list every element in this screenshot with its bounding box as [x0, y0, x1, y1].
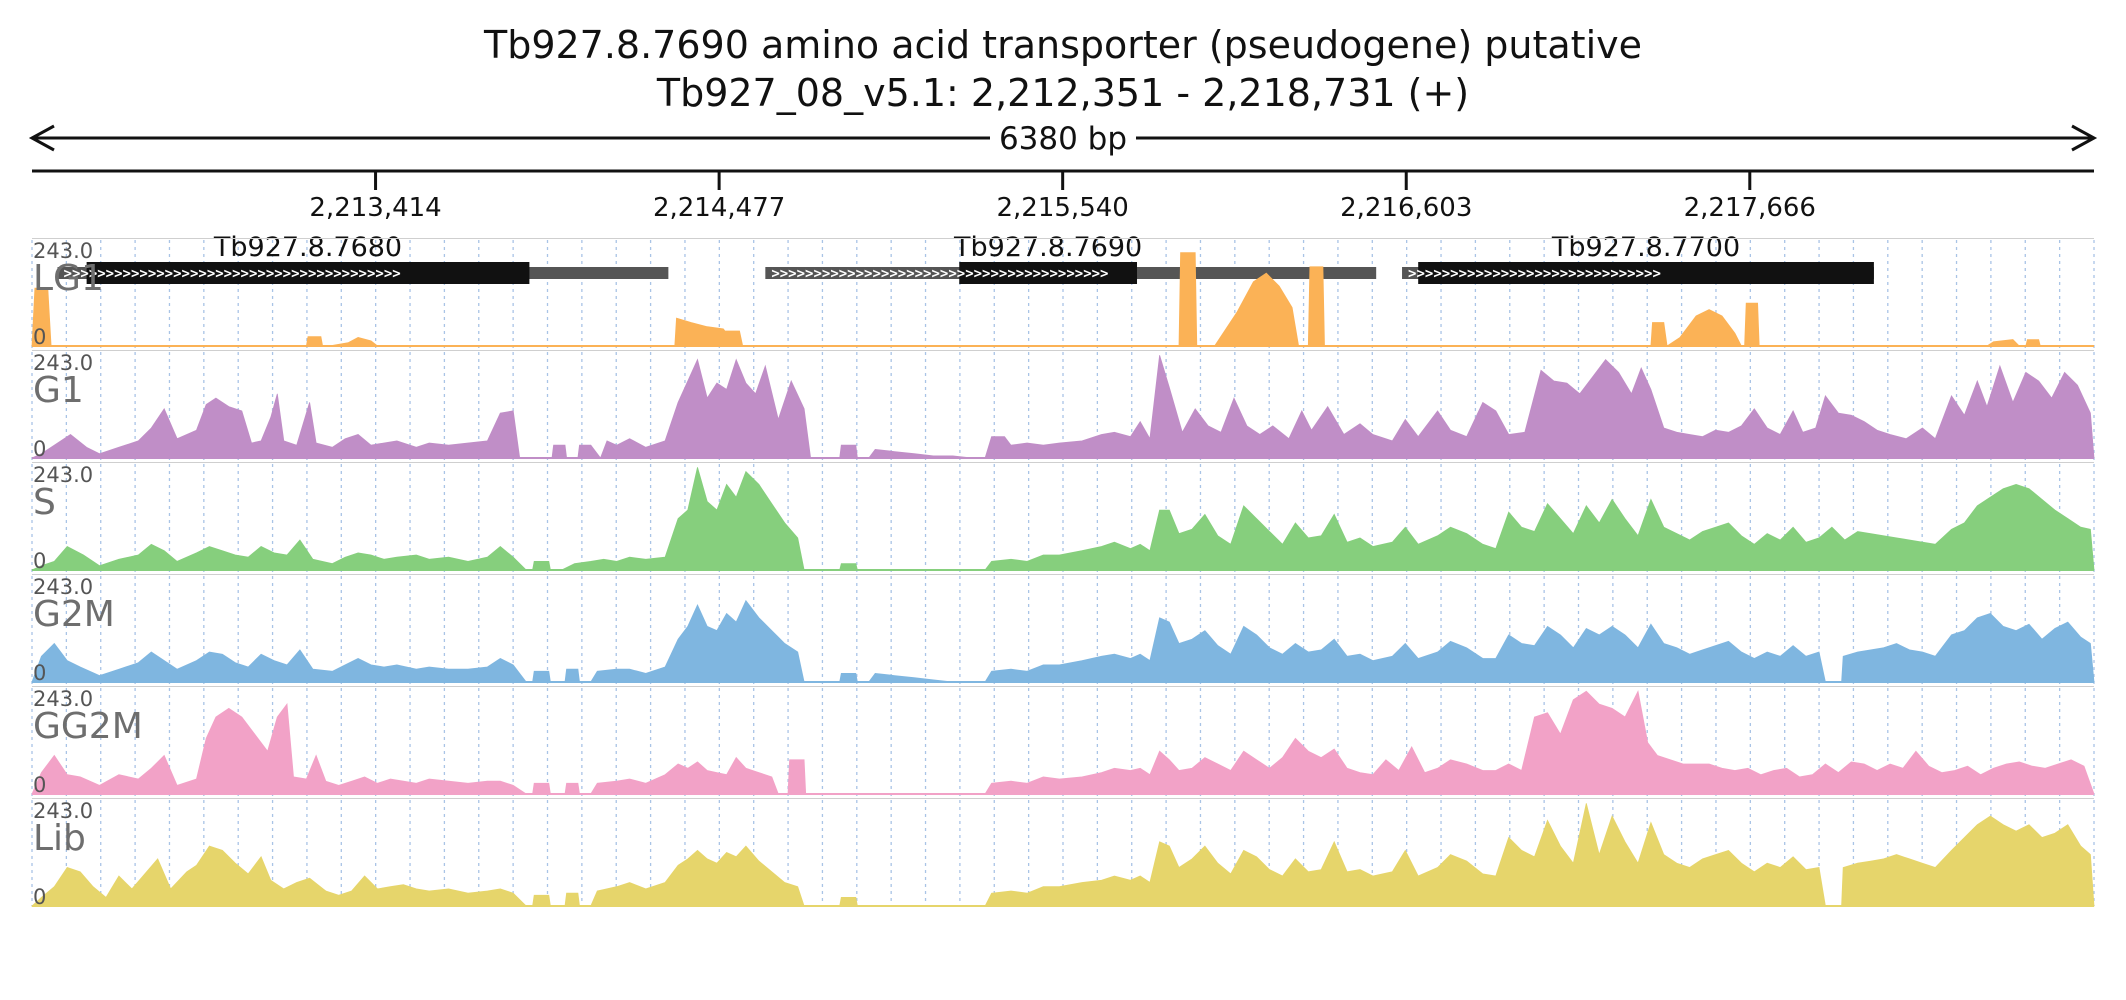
track-area-s [31, 467, 2095, 571]
track-min-label: 0 [33, 549, 46, 573]
track-name-label: G1 [33, 370, 84, 411]
gene-models: >>>>>>>>>>>>>>>>>>>>>>>>>>>>>>>>>>>>>>>>… [57, 232, 1874, 284]
gene-strand-arrows: >>>>>>>>>>>>>>>>>>>>>>>>>>>>>>>>>>>>>>>> [771, 266, 1108, 282]
gene-label: Tb927.8.7690 [953, 232, 1142, 263]
gene-label: Tb927.8.7680 [213, 232, 402, 263]
span-ruler: 6380 bp [28, 121, 2098, 157]
track-name-label: S [33, 482, 56, 523]
track-max-label: 243.0 [33, 239, 93, 263]
track-max-label: 243.0 [33, 799, 93, 823]
track-max-label: 243.0 [33, 575, 93, 599]
x-tick-label: 2,215,540 [997, 193, 1129, 223]
track-min-label: 0 [33, 885, 46, 909]
track-min-label: 0 [33, 661, 46, 685]
track-area-lib [30, 803, 2095, 907]
x-axis-ticks: 2,213,414 2,214,477 2,215,540 2,216,603 2,21… [309, 171, 1816, 223]
span-arrow-right [2071, 124, 2098, 152]
chart-subtitle: Tb927_08_v5.1: 2,212,351 - 2,218,731 (+) [656, 71, 1469, 115]
gene-cds [959, 262, 1138, 284]
gene-strand-arrows: >>>>>>>>>>>>>>>>>>>>>>>>>>>>>> [1408, 266, 1661, 282]
track-area-g2m [31, 599, 2095, 683]
track-min-label: 0 [33, 437, 46, 461]
track-min-label: 0 [33, 325, 46, 349]
chart-title: Tb927.8.7690 amino acid transporter (pse… [483, 23, 1642, 67]
x-tick-label: 2,216,603 [1340, 193, 1472, 223]
x-tick-label: 2,217,666 [1684, 193, 1816, 223]
track-name-label: G2M [33, 594, 115, 635]
span-length-label: 6380 bp [999, 121, 1127, 157]
span-arrow-left [28, 124, 55, 152]
gene-cds [86, 262, 530, 284]
coverage-tracks: 243.0LG10243.0G10243.0S0243.0G2M0243.0GG… [30, 238, 2095, 909]
gene-strand-arrows: >>>>>>>>>>>>>>>>>>>>>>>>>>>>>>>>>>>>>>>> [64, 266, 401, 282]
track-name-label: LG1 [33, 258, 104, 299]
track-max-label: 243.0 [33, 687, 93, 711]
track-name-label: Lib [33, 818, 86, 859]
x-tick-label: 2,214,477 [653, 193, 785, 223]
track-max-label: 243.0 [33, 351, 93, 375]
track-s: 243.0S 0 [31, 462, 2095, 573]
track-name-label: GG2M [33, 706, 143, 747]
gene-label: Tb927.8.7700 [1551, 232, 1740, 263]
grid-lines [31, 240, 2095, 906]
track-min-label: 0 [33, 773, 46, 797]
track-area-gg2m [31, 690, 2095, 795]
x-tick-label: 2,213,414 [309, 193, 441, 223]
track-g1: 243.0G1 0 [31, 350, 2095, 461]
track-max-label: 243.0 [33, 463, 93, 487]
track-area-g1 [31, 355, 2095, 459]
gene-cds [1418, 262, 1874, 284]
